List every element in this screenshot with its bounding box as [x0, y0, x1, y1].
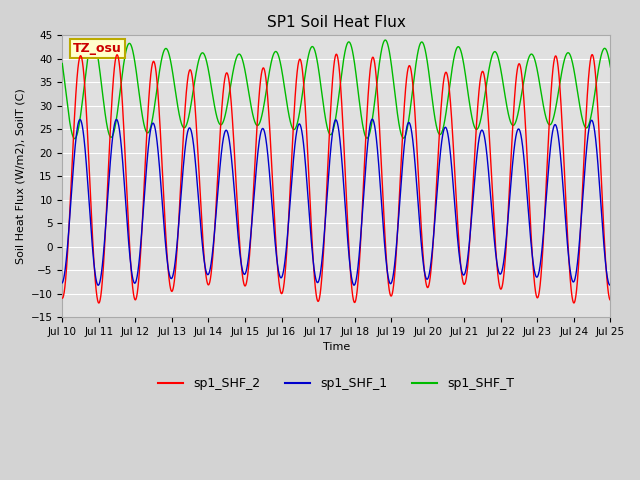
Y-axis label: Soil Heat Flux (W/m2), SoilT (C): Soil Heat Flux (W/m2), SoilT (C) [15, 88, 25, 264]
X-axis label: Time: Time [323, 342, 350, 352]
Legend: sp1_SHF_2, sp1_SHF_1, sp1_SHF_T: sp1_SHF_2, sp1_SHF_1, sp1_SHF_T [153, 372, 520, 396]
Text: TZ_osu: TZ_osu [73, 42, 122, 55]
Title: SP1 Soil Heat Flux: SP1 Soil Heat Flux [267, 15, 406, 30]
